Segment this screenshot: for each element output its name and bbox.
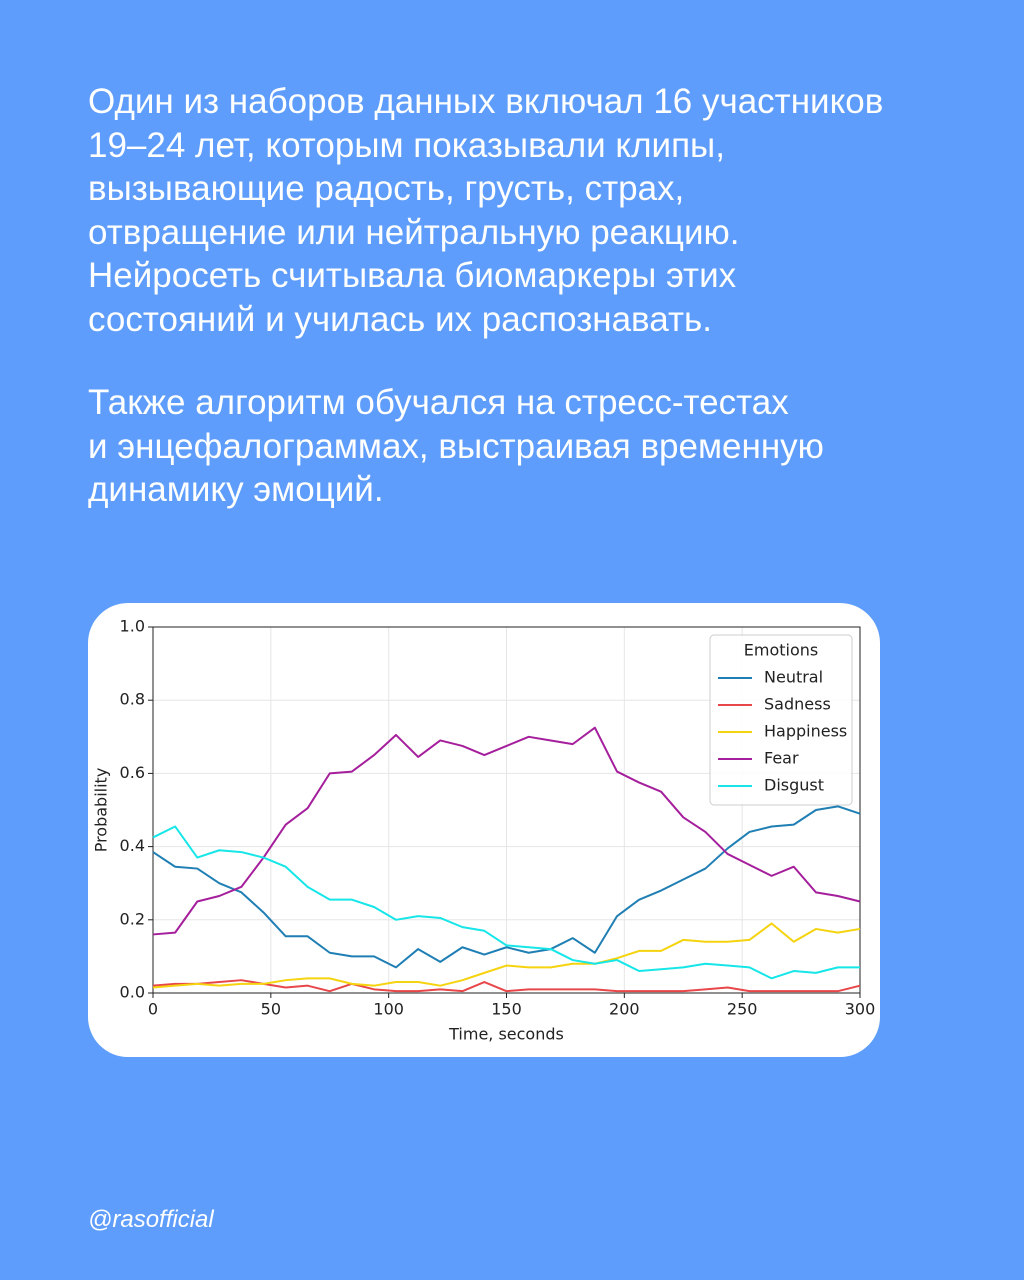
y-tick-label: 0.0 bbox=[120, 983, 145, 1002]
series-line bbox=[152, 726, 861, 936]
paragraph: Также алгоритм обучался на стресс-тестах… bbox=[88, 381, 824, 512]
legend-title: Emotions bbox=[744, 641, 818, 660]
y-tick-label: 0.8 bbox=[120, 690, 145, 709]
series-line bbox=[152, 825, 860, 980]
series-line bbox=[152, 805, 861, 969]
x-tick-label: 50 bbox=[261, 1000, 281, 1019]
y-tick-label: 0.6 bbox=[120, 763, 145, 782]
text-line: Нейросеть считывала биомаркеры этих bbox=[88, 256, 737, 295]
text-line: отвращение или нейтральную реакцию. bbox=[88, 212, 740, 252]
x-tick-label: 150 bbox=[491, 1000, 522, 1019]
series-line bbox=[152, 979, 861, 993]
text-line: Также алгоритм обучался на стресс-тестах bbox=[88, 383, 789, 422]
y-tick-label: 0.2 bbox=[120, 909, 145, 928]
legend-label: Sadness bbox=[764, 695, 831, 714]
text-line: состояний и училась их распознавать. bbox=[88, 299, 712, 339]
legend-label: Neutral bbox=[764, 668, 823, 687]
y-tick-label: 0.4 bbox=[120, 836, 145, 855]
text-line: вызывающие радость, грусть, страх, bbox=[88, 169, 685, 208]
paragraph: Один из наборов данных включал 16 участн… bbox=[88, 80, 883, 341]
x-tick-label: 200 bbox=[609, 1000, 640, 1019]
y-axis-label: Probability bbox=[92, 768, 111, 853]
x-axis-label: Time, seconds bbox=[448, 1025, 564, 1044]
x-tick-label: 100 bbox=[373, 1000, 404, 1019]
text-line: Один из наборов данных включал 16 участн… bbox=[88, 82, 884, 121]
x-tick-label: 300 bbox=[845, 1000, 876, 1019]
series-line bbox=[152, 922, 861, 989]
legend-label: Happiness bbox=[764, 722, 847, 741]
plot-frame bbox=[152, 626, 861, 994]
legend-label: Disgust bbox=[764, 776, 824, 795]
legend-label: Fear bbox=[764, 749, 799, 768]
y-tick-label: 1.0 bbox=[120, 617, 145, 636]
text-line: динамику эмоций. bbox=[88, 470, 384, 509]
handle: @rasofficial bbox=[88, 1206, 214, 1233]
x-tick-label: 0 bbox=[148, 1000, 158, 1019]
text-line: и энцефалограммах, выстраивая временную bbox=[88, 426, 824, 466]
x-tick-label: 250 bbox=[727, 1000, 758, 1019]
chart: 0 50 100 150 200 250 300 0.0 0.2 0.4 0.6 0.8 1.0 Time… bbox=[92, 617, 876, 1044]
text-line: 19–24 лет, которым показывали клипы, bbox=[88, 125, 725, 165]
